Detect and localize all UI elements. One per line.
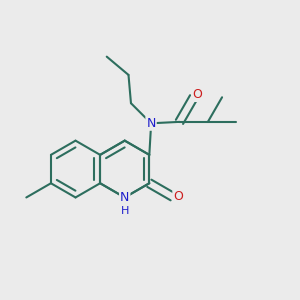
Text: N: N xyxy=(120,191,129,204)
Text: N: N xyxy=(146,117,156,130)
Text: O: O xyxy=(173,190,183,203)
Text: O: O xyxy=(192,88,202,101)
Text: H: H xyxy=(121,206,129,216)
